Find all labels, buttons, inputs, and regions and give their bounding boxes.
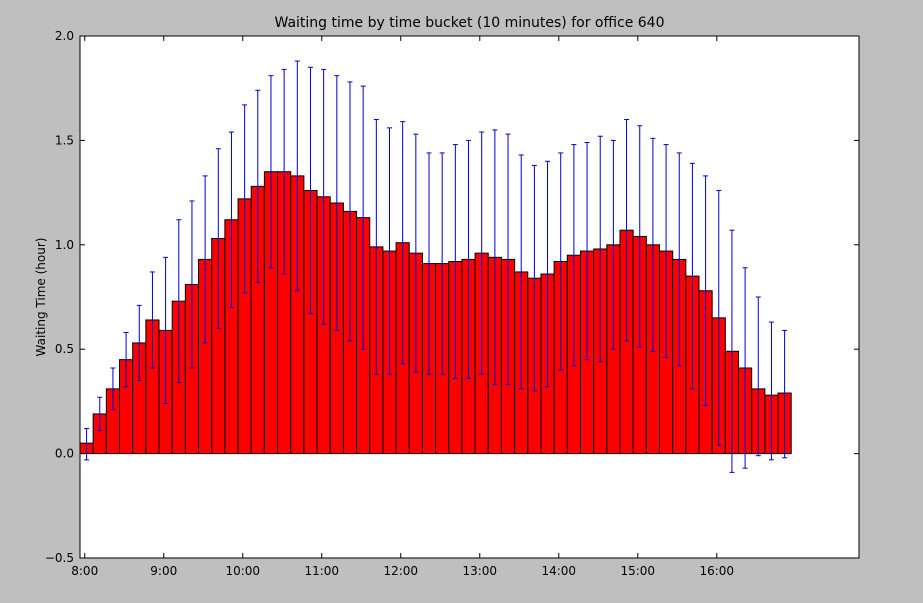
x-tick-label: 11:00 [304,564,339,578]
y-tick-label: −0.5 [45,551,74,565]
error-bars-layer [84,60,788,473]
x-tick-label: 13:00 [462,564,497,578]
x-tick-label: 9:00 [150,564,177,578]
x-tick-label: 8:00 [71,564,98,578]
y-tick-label: 1.0 [55,238,74,252]
plot-frame [79,35,860,559]
y-axis-label: Waiting Time (hour) [34,238,48,357]
x-tick-label: 12:00 [383,564,418,578]
x-tick-label: 10:00 [225,564,260,578]
y-tick-label: 1.5 [55,133,74,147]
x-tick-label: 15:00 [620,564,655,578]
x-axis: 8:00 9:00 10:00 11:00 12:00 13:00 14:00 15:00 16… [71,36,734,578]
chart-title: Waiting time by time bucket (10 minutes)… [275,15,665,31]
x-tick-label: 16:00 [699,564,734,578]
y-tick-label: 2.0 [55,29,74,43]
y-axis: −0.5 0.0 0.5 1.0 1.5 2.0 [45,29,859,565]
x-tick-label: 14:00 [541,564,576,578]
y-tick-label: 0.0 [55,447,74,461]
y-tick-label: 0.5 [55,342,74,356]
